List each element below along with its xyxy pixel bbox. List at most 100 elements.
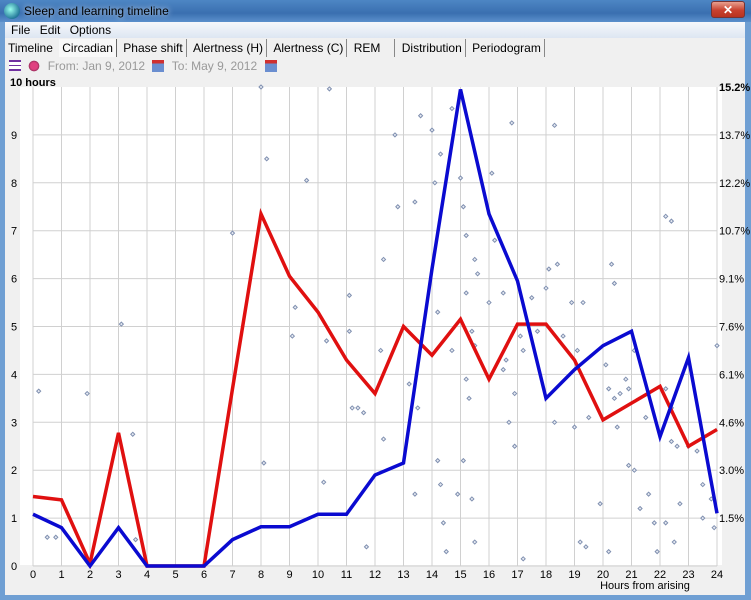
scatter-point: [694, 448, 700, 454]
scatter-point: [503, 357, 509, 363]
scatter-point: [303, 177, 310, 184]
scatter-point: [263, 156, 270, 162]
menu-edit[interactable]: Edit: [39, 23, 61, 37]
scatter-point: [346, 328, 353, 334]
scatter-point: [580, 299, 586, 306]
scatter-point: [84, 390, 90, 397]
y-tick-label: 1: [11, 513, 17, 525]
tab-phase-shift[interactable]: Phase shift: [120, 39, 187, 57]
scatter-point: [417, 113, 424, 119]
scatter-point: [654, 548, 660, 555]
scatter-point: [534, 328, 541, 334]
x-tick-label: 1: [58, 569, 64, 581]
menu-file[interactable]: File: [11, 23, 31, 37]
scatter-point: [463, 232, 469, 239]
y2-tick-label: 7.6%: [719, 322, 744, 334]
scatter-point: [491, 237, 498, 243]
scatter-point: [472, 539, 478, 545]
scatter-point: [440, 520, 447, 526]
menu-icon[interactable]: [9, 60, 21, 72]
calendar-icon[interactable]: [152, 59, 165, 72]
tab-circadian[interactable]: Circadian: [59, 39, 117, 57]
scatter-point: [474, 271, 481, 277]
y-axis-title: 10 hours: [10, 77, 56, 89]
x-tick-label: 20: [597, 569, 609, 581]
scatter-point: [469, 496, 475, 502]
scatter-point: [662, 520, 669, 526]
y-tick-label: 7: [11, 226, 17, 238]
tab-distribution[interactable]: Distribution: [399, 39, 466, 57]
scatter-point: [662, 213, 669, 220]
close-button[interactable]: ✕: [711, 1, 745, 18]
title-bar: Sleep and learning timeline ✕: [0, 0, 751, 22]
x-tick-label: 16: [483, 569, 495, 581]
scatter-point: [631, 467, 638, 473]
scatter-point: [520, 347, 526, 354]
x-tick-label: 7: [229, 569, 235, 581]
to-date[interactable]: To: May 9, 2012: [171, 58, 258, 73]
app-icon: [4, 3, 20, 19]
x-tick-label: 19: [568, 569, 580, 581]
scatter-point: [261, 460, 267, 466]
menu-bar: File Edit Options: [5, 22, 745, 38]
scatter-point: [677, 501, 683, 507]
y2-tick-label: 4.6%: [719, 417, 744, 429]
tab-timeline[interactable]: Timeline: [8, 41, 53, 55]
scatter-point: [443, 548, 449, 555]
y-tick-label: 2: [11, 465, 17, 477]
scatter-point: [437, 481, 444, 488]
scatter-point: [132, 536, 139, 543]
y-tick-label: 0: [11, 561, 17, 573]
scatter-point: [554, 261, 561, 267]
scatter-point: [500, 290, 506, 296]
scatter-point: [469, 328, 475, 334]
window-title: Sleep and learning timeline: [24, 4, 169, 18]
y-tick-label: 5: [11, 322, 17, 334]
scatter-point: [551, 122, 558, 129]
calendar-icon[interactable]: [264, 59, 277, 72]
scatter-point: [460, 204, 467, 210]
tab-alertness-c[interactable]: Alertness (C): [270, 39, 348, 57]
tab-rem[interactable]: REM: [351, 39, 396, 57]
scatter-point: [668, 218, 675, 224]
menu-options[interactable]: Options: [69, 23, 112, 37]
scatter-point: [454, 491, 461, 497]
tab-periodogram[interactable]: Periodogram: [469, 39, 545, 57]
scatter-point: [130, 431, 136, 437]
scatter-point: [517, 333, 524, 339]
scatter-point: [674, 443, 680, 449]
scatter-point: [597, 501, 603, 507]
scatter-point: [35, 388, 42, 394]
x-tick-label: 22: [654, 569, 666, 581]
scatter-point: [671, 539, 677, 545]
scatter-point: [363, 544, 370, 550]
y2-tick-label: 15.2%: [719, 82, 750, 94]
scatter-point: [568, 299, 575, 306]
scatter-point: [53, 534, 59, 540]
from-date[interactable]: From: Jan 9, 2012: [47, 58, 146, 73]
scatter-point: [449, 347, 455, 354]
tab-alertness-h[interactable]: Alertness (H): [190, 39, 268, 57]
scatter-point: [617, 390, 623, 397]
scatter-point: [577, 539, 583, 545]
scatter-point: [320, 479, 327, 485]
scatter-point: [668, 438, 675, 445]
scatter-point: [700, 481, 706, 488]
scatter-point: [651, 520, 658, 526]
y2-tick-label: 13.7%: [719, 130, 750, 142]
scatter-point: [509, 120, 515, 126]
scatter-point: [463, 290, 469, 296]
bug-icon[interactable]: [28, 59, 41, 72]
scatter-point: [377, 347, 384, 354]
scatter-point: [546, 266, 552, 272]
scatter-point: [486, 299, 492, 306]
scatter-point: [360, 410, 367, 416]
scatter-point: [645, 491, 652, 497]
scatter-point: [614, 424, 620, 430]
scatter-point: [611, 395, 618, 402]
scatter-point: [472, 256, 478, 263]
y2-tick-label: 12.2%: [719, 178, 750, 190]
x-tick-label: 9: [286, 569, 292, 581]
tab-bar: Timeline Circadian Phase shift Alertness…: [5, 39, 545, 57]
